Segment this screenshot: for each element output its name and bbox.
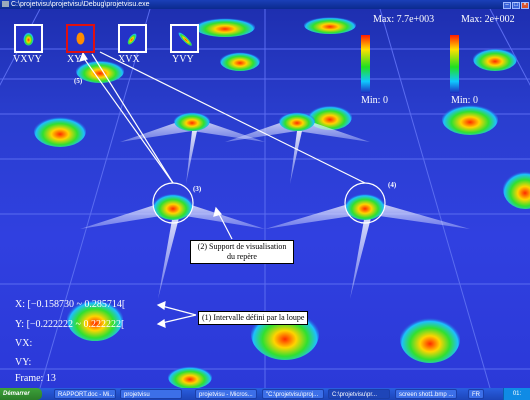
taskbar-item-label: projetvisu - Micros... (199, 392, 253, 398)
windows-taskbar: Démarrer RAPPORT.doc - Mi... projetvisu … (0, 388, 530, 400)
thumbnail-yvy-label: YVY (172, 54, 194, 65)
x-interval-readout: X: [−0.158730 ~ 0.285714[ (15, 299, 126, 310)
selected-peaks (153, 111, 385, 220)
thumbnail-yvy-icon (177, 31, 192, 46)
taskbar-item-label: screen shot1.bmp ... (399, 392, 454, 398)
colorbar-1 (361, 35, 370, 93)
taskbar-item-label: C:\projetvisu\pr... (332, 392, 378, 398)
system-tray: 01: (503, 388, 530, 400)
colorbar-1-min-label: Min: 0 (361, 95, 388, 106)
colorbar-2-min-label: Min: 0 (451, 95, 478, 106)
taskbar-item-rapport[interactable]: RAPPORT.doc - Mi... (54, 389, 116, 399)
thumbnail-xvx-icon (127, 32, 138, 45)
taskbar-item-console[interactable]: "C:\projetvisu\proj... (262, 389, 324, 399)
vy-readout: VY: (15, 357, 32, 368)
callout-interval: (1) Intervalle défini par la loupe (198, 311, 309, 325)
marker-3: (3) (193, 185, 202, 193)
close-button[interactable]: × (521, 2, 529, 9)
thumbnail-xy-label: XY (67, 54, 82, 65)
colorbar-1-max-label: Max: 7.7e+003 (373, 14, 435, 25)
marker-4: (4) (388, 181, 397, 189)
annotation-lines (79, 51, 366, 328)
thumbnail-xvx[interactable] (118, 24, 147, 53)
language-indicator[interactable]: FR (468, 389, 484, 399)
thumbnail-vxvy-label: VXVY (13, 54, 42, 65)
frame-readout: Frame: 13 (15, 373, 56, 384)
taskbar-item-label: "C:\projetvisu\proj... (266, 392, 319, 398)
thumbnail-yvy[interactable] (170, 24, 199, 53)
colorbar-2 (450, 35, 459, 93)
taskbar-item-screenshot[interactable]: screen shot1.bmp ... (395, 389, 457, 399)
thumbnail-vxvy[interactable] (14, 24, 43, 53)
marker-5: (5) (74, 77, 83, 85)
taskbar-item-projetvisu-folder[interactable]: projetvisu (120, 389, 182, 399)
background-peaks (34, 16, 530, 388)
taskbar-item-label: projetvisu (124, 392, 150, 398)
colorbar-2-max-label: Max: 2e+002 (461, 14, 515, 25)
visualization-viewport[interactable]: VXVY XY XVX YVY Max: 7.7e+003 Max: 2e+00… (0, 9, 530, 388)
thumbnail-vxvy-icon (23, 31, 34, 46)
window-controls: – □ × (502, 0, 529, 9)
thumbnail-xy[interactable] (66, 24, 95, 53)
taskbar-item-visual-studio[interactable]: projetvisu - Micros... (195, 389, 257, 399)
app-icon (2, 1, 9, 7)
start-button[interactable]: Démarrer (0, 388, 42, 400)
taskbar-item-projetvisu-exe[interactable]: C:\projetvisu\pr... (328, 389, 390, 399)
maximize-button[interactable]: □ (512, 2, 520, 9)
support-sheets (80, 117, 470, 299)
language-label: FR (472, 392, 480, 398)
clock: 01: (512, 391, 522, 397)
window-titlebar[interactable]: C:\projetvisu\projetvisu\Debug\projetvis… (0, 0, 530, 9)
callout-support: (2) Support de visualisation du repère (190, 240, 294, 264)
start-label: Démarrer (3, 391, 30, 397)
minimize-button[interactable]: – (503, 2, 511, 9)
scene-canvas (0, 9, 530, 388)
vx-readout: VX: (15, 338, 33, 349)
thumbnail-xy-icon (76, 32, 85, 45)
taskbar-item-label: RAPPORT.doc - Mi... (58, 392, 115, 398)
y-interval-readout: Y: [−0.222222 ~ 0.222222[ (15, 319, 125, 330)
window-title: C:\projetvisu\projetvisu\Debug\projetvis… (11, 1, 150, 8)
thumbnail-xvx-label: XVX (118, 54, 140, 65)
